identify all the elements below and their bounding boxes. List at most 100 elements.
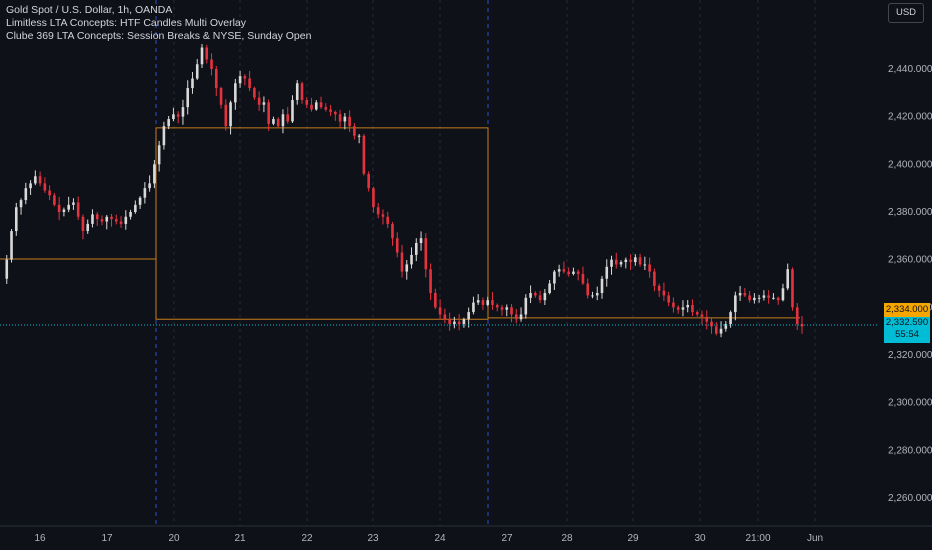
time-axis: 16 17 20 21 22 23 24 27 28 29 30 21:00 Jun — [0, 525, 932, 544]
candle-body — [786, 269, 790, 289]
candle-body — [567, 271, 570, 274]
htf-overlay-boxes — [0, 127, 800, 320]
candle-body — [586, 283, 590, 296]
candle-body — [748, 295, 751, 301]
candle-body — [62, 209, 66, 212]
candle-body — [276, 119, 280, 127]
candle-body — [538, 295, 542, 301]
candle-body — [343, 116, 347, 122]
candle-body — [414, 242, 418, 255]
candle-body — [143, 188, 147, 198]
candle-body — [362, 135, 366, 174]
current-price-tag: 2,332.590 55:54 — [884, 317, 930, 343]
candle-body — [476, 300, 480, 303]
candle-body — [314, 102, 318, 110]
candle-body — [638, 257, 642, 265]
candle-body — [57, 204, 61, 212]
candle-body — [410, 254, 413, 265]
candle-body — [438, 307, 442, 315]
x-tick-label: 22 — [301, 533, 313, 544]
candle-body — [391, 223, 394, 239]
candle-body — [729, 312, 732, 325]
candle-body — [495, 304, 499, 308]
candle-body — [48, 190, 51, 196]
candle-body — [700, 314, 704, 317]
candle-body — [610, 259, 613, 267]
candle-body — [534, 293, 537, 296]
candle-body — [519, 314, 523, 320]
y-tick-label: 2,280.000 — [888, 445, 932, 456]
candle-body — [219, 88, 223, 105]
candle-body — [529, 293, 532, 298]
candle-body — [510, 307, 513, 315]
candle-body — [591, 295, 594, 297]
candle-body — [724, 324, 728, 329]
candle-body — [572, 271, 575, 274]
currency-button[interactable]: USD — [888, 3, 924, 23]
x-tick-label: 21:00 — [745, 533, 770, 544]
candle-body — [714, 326, 718, 334]
candle-body — [424, 238, 428, 270]
candle-body — [234, 83, 237, 103]
candle-body — [129, 211, 132, 217]
legend-indicator-htf[interactable]: Limitless LTA Concepts: HTF Candles Mult… — [6, 17, 247, 29]
countdown-timer: 55:54 — [895, 329, 919, 340]
candle-body — [176, 114, 180, 117]
candle-body — [653, 271, 656, 286]
candle-body — [605, 266, 609, 279]
candle-body — [691, 304, 694, 313]
x-tick-label: 20 — [168, 533, 180, 544]
y-tick-label: 2,360.000 — [888, 255, 932, 266]
candle-body — [548, 283, 551, 294]
candle-body — [734, 295, 737, 313]
legend-symbol-line[interactable]: Gold Spot / U.S. Dollar, 1h, OANDA — [6, 4, 173, 16]
price-axis: 2,260.0002,280.0002,300.0002,320.0002,34… — [888, 64, 932, 504]
candle-body — [695, 312, 699, 315]
candle-body — [562, 269, 566, 272]
candle-body — [348, 116, 351, 127]
candle-body — [581, 273, 585, 284]
candle-body — [300, 83, 304, 100]
candle-body — [195, 64, 199, 79]
candle-body — [372, 188, 375, 208]
candle-body — [667, 295, 670, 303]
y-tick-label: 2,380.000 — [888, 207, 932, 218]
candle-body — [305, 99, 309, 105]
candle-body — [648, 264, 651, 272]
candle-body — [481, 300, 485, 305]
candle-body — [624, 259, 628, 263]
candle-body — [72, 202, 75, 205]
candle-body — [334, 111, 337, 115]
candle-body — [386, 216, 390, 224]
candle-body — [776, 297, 780, 301]
candle-body — [676, 307, 680, 310]
x-tick-label: Jun — [807, 533, 823, 544]
candle-body — [19, 200, 23, 208]
candle-body — [381, 214, 385, 217]
candle-body — [214, 69, 218, 89]
candle-body — [543, 293, 547, 301]
candles — [5, 44, 804, 338]
candle-body — [286, 114, 290, 122]
candle-body — [95, 214, 99, 220]
candle-body — [338, 114, 342, 122]
candle-body — [91, 214, 94, 224]
candle-body — [267, 102, 270, 124]
candle-body — [557, 269, 561, 272]
legend-indicator-session[interactable]: Clube 369 LTA Concepts: Session Breaks &… — [6, 30, 312, 42]
candle-body — [500, 307, 504, 310]
candle-body — [14, 207, 18, 232]
htf-box — [155, 127, 489, 320]
candle-body — [291, 99, 294, 122]
candle-body — [710, 321, 713, 327]
session-breaks — [155, 0, 816, 526]
candle-body — [443, 314, 447, 320]
candle-body — [400, 252, 404, 272]
candle-body — [757, 297, 761, 299]
x-tick-label: 16 — [34, 533, 46, 544]
candle-body — [705, 316, 709, 322]
candle-body — [662, 290, 666, 296]
candle-body — [634, 257, 637, 263]
